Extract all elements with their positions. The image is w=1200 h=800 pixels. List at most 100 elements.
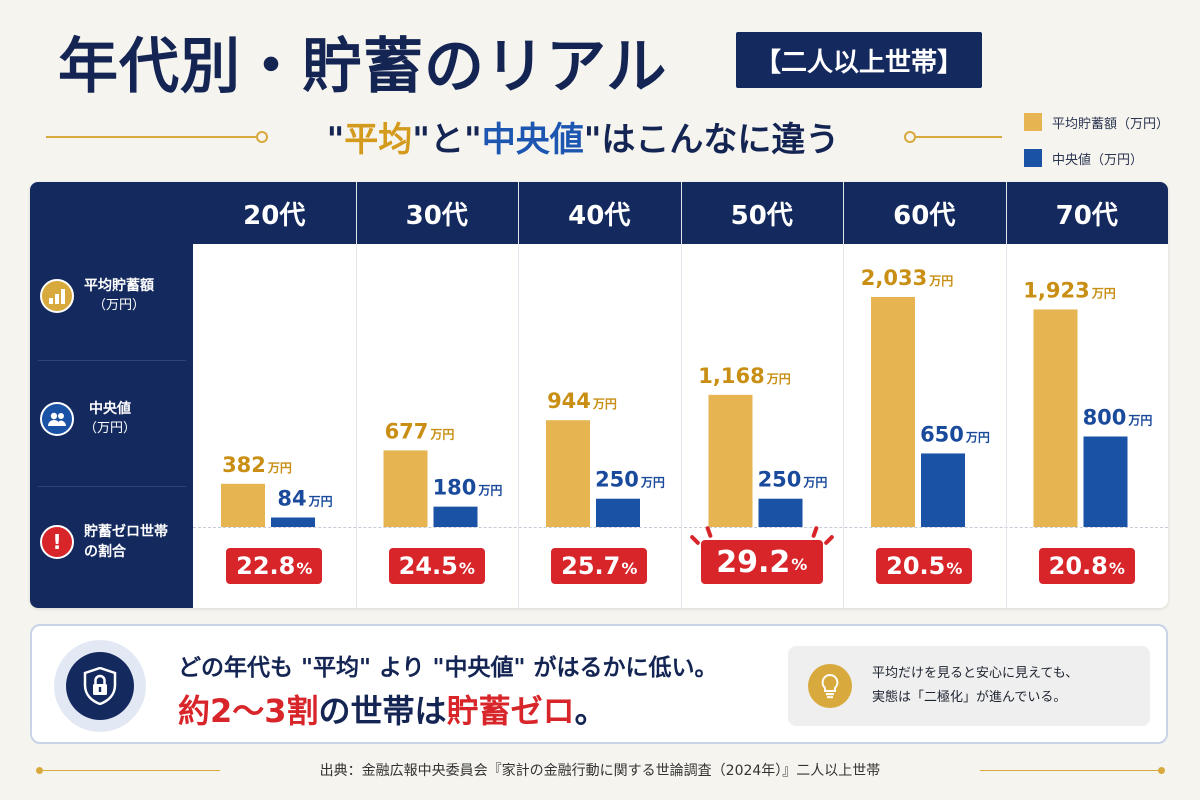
legend-label-median: 中央値（万円） [1052, 152, 1144, 168]
average-bar [1033, 309, 1078, 527]
column-divider [843, 182, 844, 608]
zero-savings-rate-unit: % [791, 554, 808, 574]
legend: 平均貯蓄額（万円） 中央値（万円） [1024, 112, 1169, 184]
row-label-zero-line1: 貯蓄ゼロ世帯 [84, 524, 168, 540]
subtitle-quote: " [326, 120, 345, 160]
subtitle-tail: "はこんなに違う [583, 120, 840, 160]
average-bar [221, 483, 265, 527]
subtitle-and: "と" [412, 120, 482, 160]
zero-savings-rate: 25.7% [551, 548, 648, 584]
average-value-label: 2,033 万円 [861, 266, 953, 290]
legend-swatch-average [1024, 113, 1042, 131]
summary-line-2: 約2〜3割の世帯は貯蓄ゼロ。 [178, 686, 607, 732]
legend-label-average: 平均貯蓄額（万円） [1052, 116, 1170, 132]
row-label-average: 平均貯蓄額 （万円） [40, 272, 190, 320]
average-value-label: 1,923 万円 [1023, 278, 1115, 302]
row-divider [38, 360, 186, 361]
median-value-label: 180 万円 [433, 476, 503, 500]
subtitle-dot-left [256, 131, 268, 143]
median-bar [921, 453, 965, 527]
age-column-header: 40代 [568, 200, 631, 231]
zero-savings-rate: 29.2% [700, 540, 823, 584]
savings-bar-chart: 382 万円 84 万円 677 万円 180 万円 944 万円 250 万円 1,168 万円 250 万… [221, 266, 1152, 527]
subtitle-average: 平均 [344, 120, 413, 160]
zero-savings-rate: 22.8% [226, 548, 323, 584]
row-label-average-title: 平均貯蓄額 [84, 278, 154, 294]
average-bar [546, 420, 590, 527]
zero-savings-rate-unit: % [1108, 558, 1125, 578]
zero-savings-rate-value: 22.8 [236, 552, 296, 580]
tip-text: 平均だけを見ると安心に見えても、 実態は「二極化」が進んでいる。 [872, 662, 1078, 710]
legend-item-average: 平均貯蓄額（万円） [1024, 112, 1169, 132]
median-value-label: 650 万円 [920, 422, 990, 446]
source-dot-right [1158, 767, 1165, 774]
median-value-label: 250 万円 [758, 468, 828, 492]
zero-savings-rate-value: 24.5 [398, 552, 458, 580]
source-note: 出典：金融広報中央委員会『家計の金融行動に関する世論調査（2024年）』二人以上… [319, 763, 881, 779]
zero-savings-rate-unit: % [946, 558, 963, 578]
average-value-label: 1,168 万円 [698, 364, 790, 388]
age-column-header: 60代 [893, 200, 956, 231]
age-column-header: 50代 [730, 200, 793, 231]
summary-share: 約2〜3割 [178, 692, 319, 730]
average-bar [708, 394, 753, 527]
lock-shield-icon [66, 652, 134, 720]
subtitle-line-left [46, 136, 256, 138]
zero-savings-rate: 20.5% [876, 548, 973, 584]
age-column-header: 20代 [243, 200, 306, 231]
bar-chart-icon [40, 279, 74, 313]
summary-line-1: どの年代も "平均" より "中央値" がはるかに低い。 [178, 655, 718, 681]
alert-icon: ! [40, 525, 74, 559]
median-value-label: 84 万円 [277, 486, 332, 510]
subtitle-dot-right [904, 131, 916, 143]
zero-savings-rate: 20.8% [1038, 548, 1135, 584]
savings-table: 平均貯蓄額 （万円） 中央値 （万円） ! 貯蓄ゼロ世帯 の割合 382 万円 84… [30, 182, 1168, 608]
median-value-label: 250 万円 [595, 468, 665, 492]
average-value-label: 677 万円 [385, 419, 455, 443]
average-value-label: 944 万円 [547, 389, 617, 413]
subtitle-median: 中央値 [481, 120, 584, 160]
average-value-label: 382 万円 [222, 453, 292, 477]
zero-savings-rate-unit: % [458, 558, 475, 578]
median-bar [596, 498, 640, 527]
row-label-median: 中央値 （万円） [40, 395, 190, 443]
column-divider [518, 182, 519, 608]
subtitle: "平均"と"中央値"はこんなに違う [268, 112, 898, 161]
summary-households: の世帯は [318, 692, 447, 730]
summary-period: 。 [574, 692, 607, 730]
tip-line-1: 平均だけを見ると安心に見えても、 [872, 666, 1079, 681]
people-icon [40, 402, 74, 436]
zero-savings-rate-value: 20.8 [1048, 552, 1108, 580]
average-bar [383, 450, 428, 527]
row-divider [38, 486, 186, 487]
median-bar [433, 506, 478, 527]
column-divider [680, 182, 682, 608]
source-dot-left [36, 767, 43, 774]
row-label-median-unit: （万円） [84, 421, 137, 436]
median-bar [758, 498, 803, 527]
zero-savings-rate-value: 25.7 [561, 552, 621, 580]
median-bar [271, 517, 315, 527]
tip-line-2: 実態は「二極化」が進んでいる。 [872, 690, 1067, 705]
column-divider [355, 182, 357, 608]
row-label-median-text: 中央値 （万円） [84, 399, 136, 439]
row-label-median-title: 中央値 [89, 401, 131, 417]
zero-savings-rate-value: 29.2 [716, 544, 791, 580]
row-label-zero-line2: の割合 [84, 544, 126, 560]
source-line-left [40, 770, 220, 771]
zero-savings-rate-unit: % [296, 558, 313, 578]
page-title: 年代別・貯蓄のリアル [58, 32, 668, 102]
row-label-average-text: 平均貯蓄額 （万円） [84, 276, 154, 316]
summary-zero-savings: 貯蓄ゼロ [446, 692, 575, 730]
source-line-right [980, 770, 1160, 771]
lock-badge [54, 640, 146, 732]
age-column-header: 30代 [405, 200, 468, 231]
row-label-zero-text: 貯蓄ゼロ世帯 の割合 [84, 522, 168, 562]
subtitle-line-right [916, 136, 1002, 138]
zero-savings-rate-value: 20.5 [886, 552, 946, 580]
zero-savings-rate: 24.5% [388, 548, 485, 584]
median-bar [1083, 436, 1128, 527]
legend-swatch-median [1024, 149, 1042, 167]
legend-item-median: 中央値（万円） [1024, 148, 1169, 168]
lightbulb-icon [808, 664, 852, 708]
